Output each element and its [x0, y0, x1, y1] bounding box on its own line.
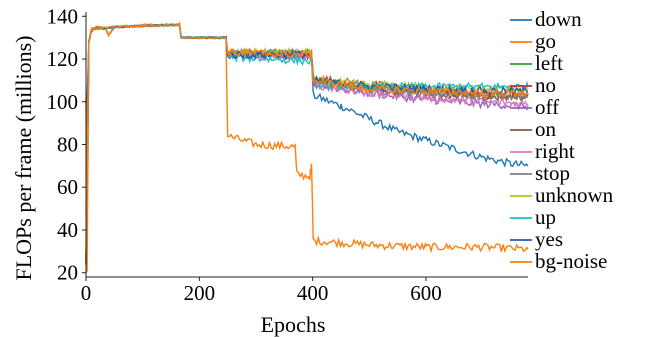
legend-label-right: right	[535, 139, 575, 163]
legend-label-go: go	[535, 29, 556, 53]
series-line-on	[85, 23, 529, 264]
legend-label-unknown: unknown	[535, 183, 614, 207]
y-axis-label: FLOPs per frame (millions)	[11, 35, 36, 280]
series-line-down	[85, 23, 529, 262]
y-tick-label: 120	[47, 47, 79, 71]
legend: downgoleftnooffonrightstopunknownupyesbg…	[510, 7, 614, 273]
series-line-no	[85, 21, 529, 265]
series-line-left	[85, 22, 528, 264]
series-line-bg-noise	[85, 21, 529, 265]
series-line-stop	[85, 22, 529, 265]
series-line-yes	[85, 23, 529, 265]
y-ticks: 20 40 60 80 100 120 140	[47, 4, 86, 285]
x-tick-label: 0	[81, 281, 92, 305]
legend-label-stop: stop	[535, 161, 570, 185]
series-line-up	[85, 23, 529, 265]
legend-label-on: on	[535, 117, 557, 141]
x-tick-label: 200	[184, 281, 216, 305]
y-tick-label: 80	[57, 133, 78, 157]
legend-label-left: left	[535, 51, 563, 75]
y-tick-label: 20	[57, 261, 78, 285]
legend-label-off: off	[535, 95, 559, 119]
legend-label-no: no	[535, 73, 556, 97]
y-tick-label: 40	[57, 218, 78, 242]
series-line-off	[85, 22, 529, 265]
y-tick-label: 140	[47, 4, 79, 28]
y-tick-label: 100	[47, 90, 79, 114]
legend-label-bg-noise: bg-noise	[535, 249, 607, 273]
x-ticks: 0 200 400 600	[81, 277, 442, 305]
plot-area	[85, 21, 529, 273]
legend-label-up: up	[535, 205, 556, 229]
x-axis-label: Epochs	[261, 312, 326, 337]
series-line-unknown	[85, 23, 529, 265]
legend-label-down: down	[535, 7, 582, 31]
x-tick-label: 400	[297, 281, 329, 305]
x-tick-label: 600	[410, 281, 442, 305]
legend-label-yes: yes	[535, 227, 563, 251]
y-tick-label: 60	[57, 175, 78, 199]
